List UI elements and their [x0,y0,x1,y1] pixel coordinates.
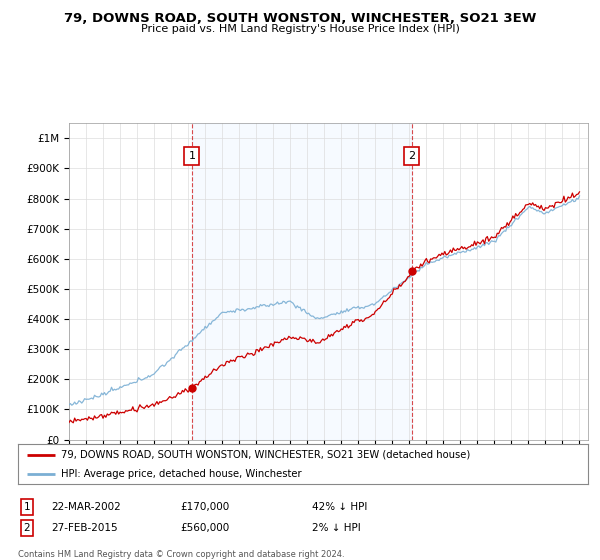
Bar [192,123,412,440]
Text: HPI: Average price, detached house, Winchester: HPI: Average price, detached house, Winc… [61,469,301,478]
Text: 27-FEB-2015: 27-FEB-2015 [51,523,118,533]
Text: 79, DOWNS ROAD, SOUTH WONSTON, WINCHESTER, SO21 3EW (detached house): 79, DOWNS ROAD, SOUTH WONSTON, WINCHESTE… [61,450,470,460]
Text: 2: 2 [23,523,31,533]
Text: 2% ↓ HPI: 2% ↓ HPI [312,523,361,533]
Text: £170,000: £170,000 [180,502,229,512]
Text: Contains HM Land Registry data © Crown copyright and database right 2024.
This d: Contains HM Land Registry data © Crown c… [18,550,344,560]
Text: 42% ↓ HPI: 42% ↓ HPI [312,502,367,512]
Text: £560,000: £560,000 [180,523,229,533]
Text: 22-MAR-2002: 22-MAR-2002 [51,502,121,512]
Text: 1: 1 [188,151,196,161]
Text: 79, DOWNS ROAD, SOUTH WONSTON, WINCHESTER, SO21 3EW: 79, DOWNS ROAD, SOUTH WONSTON, WINCHESTE… [64,12,536,25]
Text: Price paid vs. HM Land Registry's House Price Index (HPI): Price paid vs. HM Land Registry's House … [140,24,460,34]
Text: 1: 1 [23,502,31,512]
Text: 2: 2 [409,151,415,161]
